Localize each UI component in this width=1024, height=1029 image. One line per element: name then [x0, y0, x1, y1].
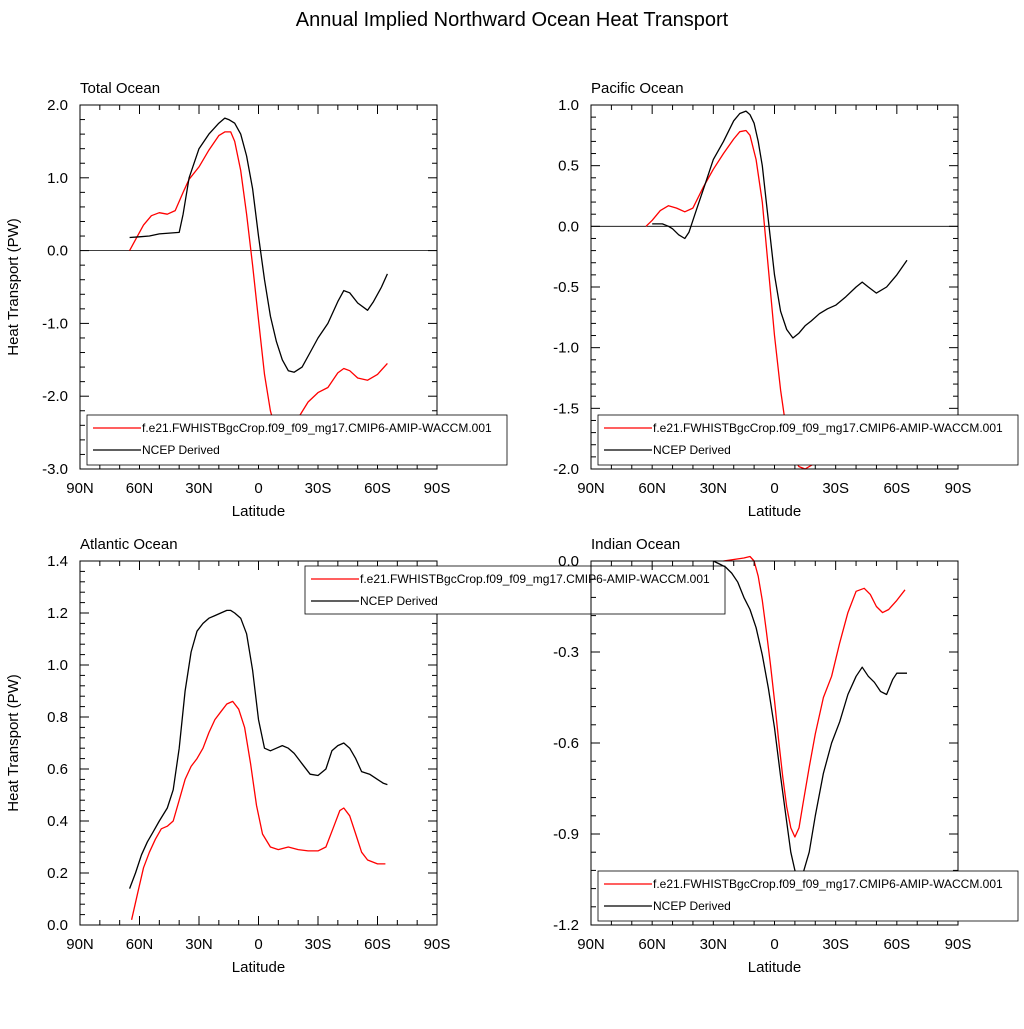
- x-tick-label: 90S: [424, 480, 451, 497]
- panel-atlantic-ocean: Atlantic Ocean 90N 60N 30N 0 30S 60S 90S 0.0 0.2 0…: [5, 536, 726, 976]
- legend-label-ncep: NCEP Derived: [653, 899, 731, 913]
- x-tick-label: 30S: [822, 936, 849, 953]
- y-tick-label: 0.0: [558, 553, 579, 570]
- x-tick-label: 0: [770, 936, 778, 953]
- series-line-model: [129, 131, 388, 440]
- panel-title: Atlantic Ocean: [80, 536, 178, 553]
- legend-box: [86, 414, 508, 466]
- legend-box: [597, 414, 1019, 466]
- x-axis-label: Latitude: [748, 959, 801, 976]
- x-tick-label: 60S: [364, 480, 391, 497]
- x-tick-label: 90S: [424, 936, 451, 953]
- y-tick-label: -0.5: [553, 279, 579, 296]
- x-tick-label: 90N: [577, 936, 605, 953]
- x-axis-label: Latitude: [748, 503, 801, 520]
- y-axis-label: Heat Transport (PW): [5, 218, 22, 356]
- x-tick-label: 30N: [700, 480, 728, 497]
- legend-box: [304, 565, 726, 615]
- x-tick-label: 90N: [577, 480, 605, 497]
- panel-title: Indian Ocean: [591, 536, 680, 553]
- x-tick-label: 30N: [185, 480, 213, 497]
- legend-label-model: f.e21.FWHISTBgcCrop.f09_f09_mg17.CMIP6-A…: [653, 877, 1003, 891]
- panel-indian-ocean: Indian Ocean 90N 60N 30N 0 30S 60S 90S -1.2 -0.9 -…: [553, 536, 1019, 976]
- panel-total-ocean: Total Ocean 90N 60N 30N 0 30S 60S 90S -3.0 -2.0 -1…: [5, 80, 508, 520]
- x-tick-label: 90N: [66, 480, 94, 497]
- x-tick-label: 0: [254, 936, 262, 953]
- y-tick-label: 0.8: [47, 709, 68, 726]
- y-tick-label: -2.0: [42, 388, 68, 405]
- y-tick-label: 1.4: [47, 553, 68, 570]
- y-tick-label: 0.0: [47, 243, 68, 260]
- y-tick-label: -1.5: [553, 400, 579, 417]
- legend-label-ncep: NCEP Derived: [360, 594, 438, 608]
- series-line-ncep: [128, 609, 388, 889]
- x-tick-label: 30S: [822, 480, 849, 497]
- plot-frame: [79, 560, 438, 926]
- x-tick-label: 30N: [700, 936, 728, 953]
- x-tick-label: 90S: [945, 936, 972, 953]
- y-tick-label: 0.4: [47, 813, 68, 830]
- x-tick-label: 90S: [945, 480, 972, 497]
- figure-title: Annual Implied Northward Ocean Heat Tran…: [296, 9, 729, 31]
- legend-label-model: f.e21.FWHISTBgcCrop.f09_f09_mg17.CMIP6-A…: [142, 421, 492, 435]
- y-tick-label: -0.3: [553, 644, 579, 661]
- x-tick-label: 60N: [638, 480, 666, 497]
- plot-frame: [590, 104, 959, 470]
- x-tick-label: 30N: [185, 936, 213, 953]
- y-tick-label: 0.2: [47, 865, 68, 882]
- y-tick-label: 0.0: [47, 917, 68, 934]
- y-tick-label: 0.6: [47, 761, 68, 778]
- y-tick-label: 0.0: [558, 218, 579, 235]
- y-tick-label: -0.6: [553, 735, 579, 752]
- x-tick-label: 0: [254, 480, 262, 497]
- y-tick-label: 1.0: [47, 170, 68, 187]
- y-axis-label: Heat Transport (PW): [5, 674, 22, 812]
- legend-label-ncep: NCEP Derived: [142, 443, 220, 457]
- legend-box: [597, 870, 1019, 922]
- y-tick-label: -2.0: [553, 461, 579, 478]
- plot-frame: [590, 560, 959, 926]
- x-tick-label: 60N: [126, 936, 154, 953]
- series-line-ncep: [129, 117, 388, 373]
- panel-title: Total Ocean: [80, 80, 160, 97]
- y-tick-label: -0.9: [553, 826, 579, 843]
- x-tick-label: 30S: [305, 480, 332, 497]
- x-axis-label: Latitude: [232, 959, 285, 976]
- x-tick-label: 90N: [66, 936, 94, 953]
- series-line-ncep: [652, 110, 908, 339]
- y-tick-label: -1.0: [42, 315, 68, 332]
- x-tick-label: 0: [770, 480, 778, 497]
- y-tick-label: 1.2: [47, 605, 68, 622]
- y-tick-label: -1.2: [553, 917, 579, 934]
- series-line-model: [130, 700, 386, 920]
- x-tick-label: 60S: [364, 936, 391, 953]
- x-tick-label: 60N: [126, 480, 154, 497]
- x-axis-label: Latitude: [232, 503, 285, 520]
- y-tick-label: 1.0: [558, 97, 579, 114]
- legend-label-ncep: NCEP Derived: [653, 443, 731, 457]
- x-tick-label: 60S: [883, 480, 910, 497]
- y-tick-label: 2.0: [47, 97, 68, 114]
- legend-label-model: f.e21.FWHISTBgcCrop.f09_f09_mg17.CMIP6-A…: [653, 421, 1003, 435]
- series-line-model: [723, 555, 906, 838]
- x-tick-label: 30S: [305, 936, 332, 953]
- y-tick-label: 0.5: [558, 158, 579, 175]
- panel-pacific-ocean: Pacific Ocean 90N 60N 30N 0 30S 60S 90S -2.0 -1.5…: [553, 80, 1019, 520]
- plot-frame: [79, 104, 438, 470]
- panel-title: Pacific Ocean: [591, 80, 684, 97]
- y-tick-label: 1.0: [47, 657, 68, 674]
- legend-label-model: f.e21.FWHISTBgcCrop.f09_f09_mg17.CMIP6-A…: [360, 572, 710, 586]
- x-tick-label: 60N: [638, 936, 666, 953]
- y-tick-label: -1.0: [553, 340, 579, 357]
- x-tick-label: 60S: [883, 936, 910, 953]
- y-tick-label: -3.0: [42, 461, 68, 478]
